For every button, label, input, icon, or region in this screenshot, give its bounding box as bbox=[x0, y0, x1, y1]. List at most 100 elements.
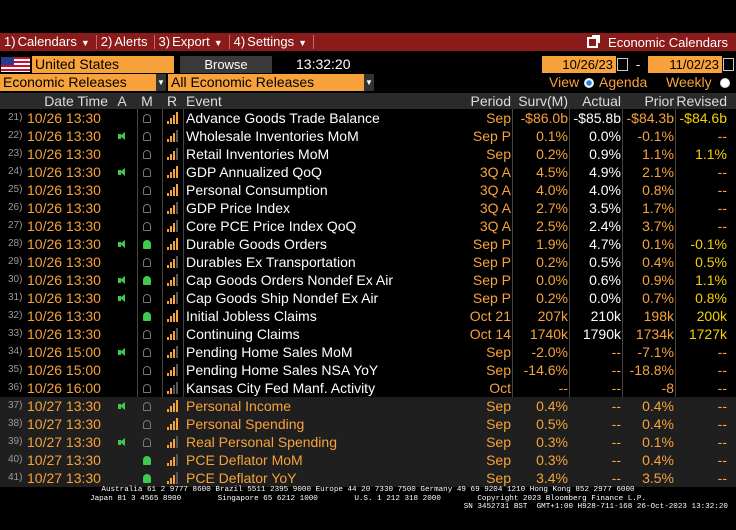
bell-cell[interactable] bbox=[139, 361, 155, 379]
bell-cell[interactable] bbox=[139, 109, 155, 127]
calendar-icon[interactable] bbox=[617, 58, 628, 71]
bell-cell[interactable] bbox=[139, 271, 155, 289]
start-date-field[interactable]: 10/26/23 bbox=[542, 56, 616, 73]
table-row[interactable]: 28) 10/26 13:30 Durable Goods Orders Sep P 1… bbox=[0, 235, 736, 253]
bell-cell[interactable] bbox=[139, 163, 155, 181]
row-event[interactable]: Cap Goods Orders Nondef Ex Air bbox=[186, 272, 393, 288]
row-event[interactable]: Real Personal Spending bbox=[186, 434, 337, 450]
row-event[interactable]: Personal Spending bbox=[186, 416, 305, 432]
alert-cell[interactable] bbox=[114, 127, 130, 145]
header-prior[interactable]: Prior bbox=[644, 93, 674, 109]
alert-cell[interactable] bbox=[114, 163, 130, 181]
browse-button[interactable]: Browse bbox=[180, 56, 272, 73]
header-survey[interactable]: Surv(M) bbox=[518, 93, 568, 109]
row-event[interactable]: Personal Consumption bbox=[186, 182, 328, 198]
row-event[interactable]: Initial Jobless Claims bbox=[186, 308, 317, 324]
row-event[interactable]: GDP Price Index bbox=[186, 200, 291, 216]
table-row[interactable]: 36) 10/26 16:00 Kansas City Fed Manf. Acti… bbox=[0, 379, 736, 397]
bell-cell[interactable] bbox=[139, 145, 155, 163]
bell-cell[interactable] bbox=[139, 325, 155, 343]
header-revised[interactable]: Revised bbox=[676, 93, 727, 109]
end-date-field[interactable]: 11/02/23 bbox=[648, 56, 722, 73]
country-field[interactable]: United States bbox=[32, 56, 174, 73]
bell-cell[interactable] bbox=[139, 253, 155, 271]
row-event[interactable]: Advance Goods Trade Balance bbox=[186, 110, 380, 126]
menu-calendars[interactable]: 1) Calendars ▼ bbox=[4, 34, 90, 49]
bell-cell[interactable] bbox=[139, 433, 155, 451]
bell-cell[interactable] bbox=[139, 199, 155, 217]
table-row[interactable]: 21) 10/26 13:30 Advance Goods Trade Balanc… bbox=[0, 109, 736, 127]
release-type-dropdown[interactable]: Economic Releases ▼ bbox=[0, 74, 166, 91]
row-event[interactable]: PCE Deflator YoY bbox=[186, 470, 297, 486]
row-event[interactable]: PCE Deflator MoM bbox=[186, 452, 303, 468]
table-row[interactable]: 41) 10/27 13:30 PCE Deflator YoY Sep 3.4% -- 3… bbox=[0, 469, 736, 487]
table-row[interactable]: 39) 10/27 13:30 Real Personal Spending Sep 0… bbox=[0, 433, 736, 451]
bell-cell[interactable] bbox=[139, 307, 155, 325]
menu-settings[interactable]: 4) Settings ▼ bbox=[233, 34, 308, 49]
alert-cell[interactable] bbox=[114, 343, 130, 361]
row-event[interactable]: Pending Home Sales NSA YoY bbox=[186, 362, 379, 378]
alert-cell[interactable] bbox=[114, 397, 130, 415]
table-row[interactable]: 32) 10/26 13:30 Initial Jobless Claims Oct … bbox=[0, 307, 736, 325]
table-row[interactable]: 37) 10/27 13:30 Personal Income Sep 0.4% -- 0.… bbox=[0, 397, 736, 415]
row-event[interactable]: Personal Income bbox=[186, 398, 292, 414]
header-period[interactable]: Period bbox=[470, 93, 511, 109]
bell-cell[interactable] bbox=[139, 235, 155, 253]
table-row[interactable]: 35) 10/26 15:00 Pending Home Sales NSA YoY… bbox=[0, 361, 736, 379]
header-m[interactable]: M bbox=[141, 93, 153, 109]
table-row[interactable]: 24) 10/26 13:30 GDP Annualized QoQ 3Q A 4.5%… bbox=[0, 163, 736, 181]
agenda-label[interactable]: Agenda bbox=[599, 74, 648, 90]
row-event[interactable]: Core PCE Price Index QoQ bbox=[186, 218, 357, 234]
menu-export[interactable]: 3) Export ▼ bbox=[158, 34, 223, 49]
bell-cell[interactable] bbox=[139, 379, 155, 397]
table-row[interactable]: 31) 10/26 13:30 Cap Goods Ship Nondef Ex A… bbox=[0, 289, 736, 307]
bell-cell[interactable] bbox=[139, 217, 155, 235]
menu-alerts[interactable]: 2) Alerts bbox=[100, 34, 148, 49]
weekly-label[interactable]: Weekly bbox=[666, 74, 712, 90]
row-event[interactable]: Retail Inventories MoM bbox=[186, 146, 330, 162]
table-row[interactable]: 26) 10/26 13:30 GDP Price Index 3Q A 2.7% 3.5… bbox=[0, 199, 736, 217]
header-actual[interactable]: Actual bbox=[582, 93, 621, 109]
economic-calendars-link[interactable]: Economic Calendars bbox=[587, 34, 736, 50]
row-event[interactable]: Durables Ex Transportation bbox=[186, 254, 356, 270]
header-r[interactable]: R bbox=[166, 93, 178, 109]
bell-cell[interactable] bbox=[139, 289, 155, 307]
row-event[interactable]: GDP Annualized QoQ bbox=[186, 164, 322, 180]
calendar-icon[interactable] bbox=[723, 58, 734, 71]
row-event[interactable]: Continuing Claims bbox=[186, 326, 300, 342]
row-prior: 0.9% bbox=[642, 272, 674, 288]
header-a[interactable]: A bbox=[117, 93, 127, 109]
table-row[interactable]: 29) 10/26 13:30 Durables Ex Transportation… bbox=[0, 253, 736, 271]
bell-cell[interactable] bbox=[139, 469, 155, 487]
table-row[interactable]: 40) 10/27 13:30 PCE Deflator MoM Sep 0.3% -- 0… bbox=[0, 451, 736, 469]
alert-cell[interactable] bbox=[114, 433, 130, 451]
table-row[interactable]: 38) 10/27 13:30 Personal Spending Sep 0.5% --… bbox=[0, 415, 736, 433]
bell-cell[interactable] bbox=[139, 415, 155, 433]
relevance-cell bbox=[164, 235, 180, 253]
table-row[interactable]: 30) 10/26 13:30 Cap Goods Orders Nondef Ex… bbox=[0, 271, 736, 289]
alert-cell[interactable] bbox=[114, 289, 130, 307]
header-event[interactable]: Event bbox=[186, 93, 222, 109]
bell-cell[interactable] bbox=[139, 451, 155, 469]
row-event[interactable]: Cap Goods Ship Nondef Ex Air bbox=[186, 290, 379, 306]
row-event[interactable]: Wholesale Inventories MoM bbox=[186, 128, 359, 144]
bell-cell[interactable] bbox=[139, 127, 155, 145]
bell-cell[interactable] bbox=[139, 397, 155, 415]
bell-cell[interactable] bbox=[139, 181, 155, 199]
alert-cell[interactable] bbox=[114, 271, 130, 289]
table-row[interactable]: 33) 10/26 13:30 Continuing Claims Oct 14 174… bbox=[0, 325, 736, 343]
table-row[interactable]: 27) 10/26 13:30 Core PCE Price Index QoQ 3Q… bbox=[0, 217, 736, 235]
header-date-time[interactable]: Date Time bbox=[44, 93, 108, 109]
row-event[interactable]: Durable Goods Orders bbox=[186, 236, 327, 252]
table-row[interactable]: 34) 10/26 15:00 Pending Home Sales MoM Sep -… bbox=[0, 343, 736, 361]
row-event[interactable]: Pending Home Sales MoM bbox=[186, 344, 353, 360]
agenda-radio[interactable] bbox=[584, 78, 594, 88]
bell-cell[interactable] bbox=[139, 343, 155, 361]
table-row[interactable]: 23) 10/26 13:30 Retail Inventories MoM Sep 0… bbox=[0, 145, 736, 163]
weekly-radio[interactable] bbox=[720, 78, 730, 88]
event-filter-dropdown[interactable]: All Economic Releases ▼ bbox=[168, 74, 374, 91]
table-row[interactable]: 22) 10/26 13:30 Wholesale Inventories MoM S… bbox=[0, 127, 736, 145]
table-row[interactable]: 25) 10/26 13:30 Personal Consumption 3Q A 4.… bbox=[0, 181, 736, 199]
row-event[interactable]: Kansas City Fed Manf. Activity bbox=[186, 380, 376, 396]
alert-cell[interactable] bbox=[114, 235, 130, 253]
